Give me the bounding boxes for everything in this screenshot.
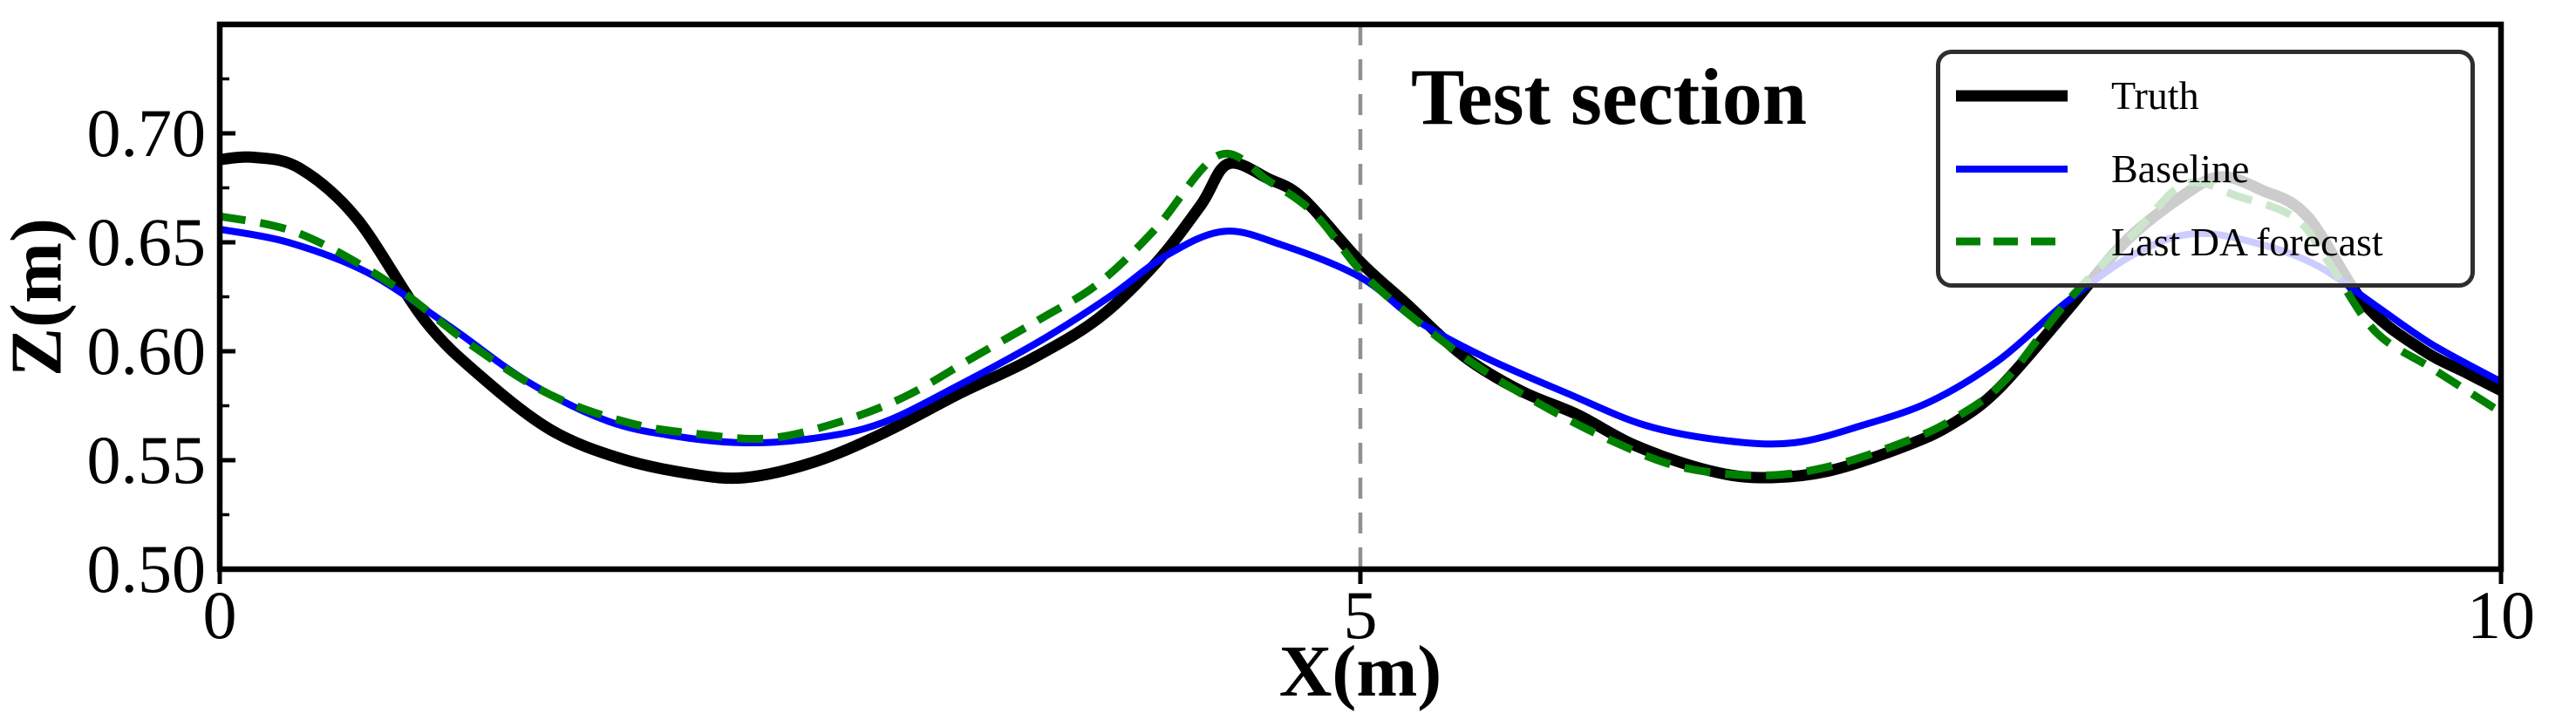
- x-axis-label: X(m): [1278, 631, 1442, 712]
- x-tick-label: 5: [1343, 577, 1378, 653]
- legend-row: Last DA forecast: [1940, 205, 2470, 278]
- legend-row: Truth: [1940, 59, 2470, 132]
- legend-entry-label: Baseline: [2111, 146, 2250, 191]
- y-tick-label: 0.70: [86, 95, 207, 171]
- y-tick-label: 0.50: [86, 531, 207, 607]
- test-section-label: Test section: [1410, 52, 1808, 141]
- legend-entry-label: Truth: [2111, 73, 2199, 119]
- legend: Truth Baseline Last DA forecast: [1936, 50, 2475, 288]
- legend-entry-label: Last DA forecast: [2111, 219, 2383, 264]
- y-axis-label: Z(m): [0, 217, 78, 377]
- x-tick-label: 0: [202, 577, 237, 653]
- y-tick-label: 0.60: [86, 313, 207, 389]
- legend-sample-line: [1956, 165, 2068, 173]
- legend-row: Baseline: [1940, 132, 2470, 206]
- y-tick-label: 0.55: [86, 422, 207, 498]
- y-tick-label: 0.65: [86, 204, 207, 280]
- last-da-forecast-line: [219, 149, 2504, 479]
- x-tick-label: 10: [2467, 577, 2535, 653]
- legend-sample-line: [1956, 90, 2068, 102]
- legend-sample-line: [1956, 237, 2068, 246]
